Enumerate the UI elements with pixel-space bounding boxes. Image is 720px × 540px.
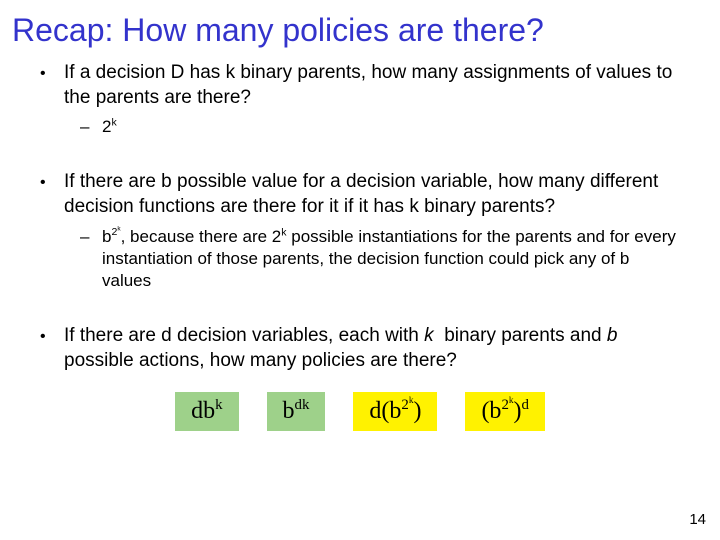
bullet-marker: • <box>40 61 64 110</box>
bullet-level2: – b2k, because there are 2k possible ins… <box>80 226 680 292</box>
slide-number: 14 <box>689 511 706 528</box>
answer-row: dbk bdk d(b2k) (b2k)d <box>40 392 680 431</box>
bullet-marker: • <box>40 324 64 373</box>
bullet-level1: • If there are b possible value for a de… <box>40 170 680 219</box>
slide-body: • If a decision D has k binary parents, … <box>0 49 720 431</box>
slide-title: Recap: How many policies are there? <box>0 0 720 49</box>
bullet-text: 2k <box>102 116 680 138</box>
bullet-level2: – 2k <box>80 116 680 138</box>
answer-option-2: bdk <box>267 392 326 431</box>
answer-option-1: dbk <box>175 392 238 431</box>
answer-option-3: d(b2k) <box>353 392 437 431</box>
bullet-level1: • If there are d decision variables, eac… <box>40 324 680 373</box>
answer-option-4: (b2k)d <box>465 392 544 431</box>
bullet-level1: • If a decision D has k binary parents, … <box>40 61 680 110</box>
dash-marker: – <box>80 116 102 138</box>
bullet-text: If there are d decision variables, each … <box>64 324 680 373</box>
bullet-text: If there are b possible value for a deci… <box>64 170 680 219</box>
bullet-text: b2k, because there are 2k possible insta… <box>102 226 680 292</box>
dash-marker: – <box>80 226 102 292</box>
bullet-marker: • <box>40 170 64 219</box>
bullet-text: If a decision D has k binary parents, ho… <box>64 61 680 110</box>
